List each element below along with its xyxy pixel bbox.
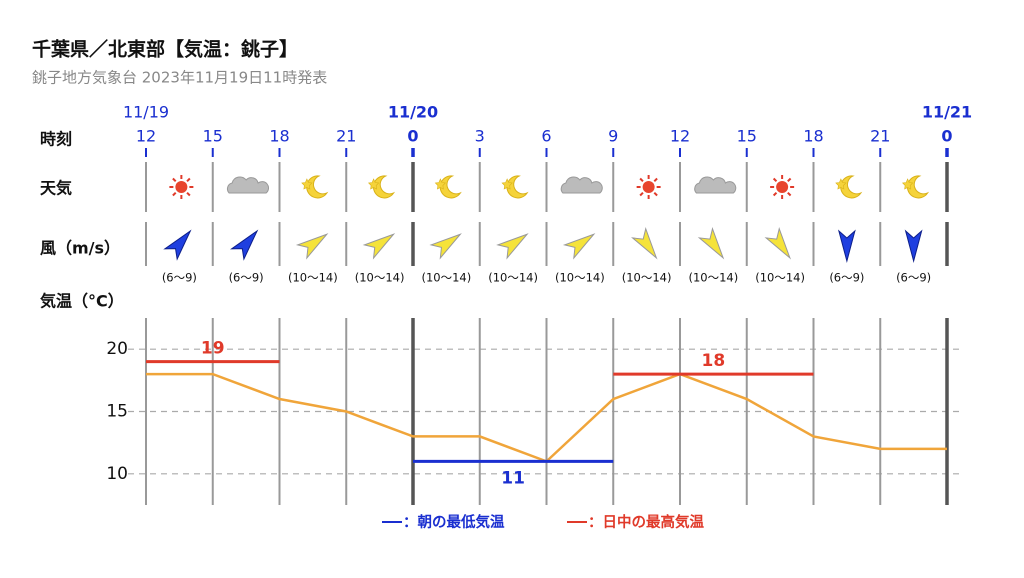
cloud bbox=[694, 176, 737, 194]
time-label: 6 bbox=[541, 127, 551, 146]
row-label: 時刻 bbox=[40, 130, 72, 149]
weather-icon bbox=[501, 175, 529, 199]
date-label: 11/21 bbox=[922, 103, 972, 122]
weather-icon bbox=[636, 175, 661, 199]
moon bbox=[306, 175, 329, 199]
wind-label: (10〜14) bbox=[555, 271, 605, 285]
wind-arrow bbox=[163, 229, 192, 261]
y-tick-label: 15 bbox=[106, 402, 128, 422]
weather-icon bbox=[694, 176, 737, 194]
sun-ray bbox=[653, 177, 658, 183]
sun-ray bbox=[787, 191, 792, 197]
wind-arrow bbox=[562, 233, 596, 260]
chart-subtitle: 銚子地方気象台 2023年11月19日11時発表 bbox=[32, 69, 327, 87]
wind-label: (10〜14) bbox=[689, 271, 739, 285]
sun bbox=[776, 181, 789, 193]
moon bbox=[506, 175, 529, 199]
weather-icon bbox=[301, 175, 329, 199]
weather-icon bbox=[169, 175, 194, 199]
wind-arrow bbox=[429, 233, 462, 260]
time-label: 3 bbox=[475, 127, 485, 146]
time-label: 12 bbox=[136, 127, 156, 146]
sun-ray bbox=[772, 191, 778, 197]
data-label: 18 bbox=[702, 351, 726, 371]
weather-icon bbox=[770, 175, 795, 199]
wind-label: (10〜14) bbox=[422, 271, 472, 285]
wind-label: (10〜14) bbox=[755, 271, 805, 285]
wind-arrow bbox=[837, 229, 856, 263]
cloud bbox=[560, 176, 603, 194]
moon bbox=[906, 175, 930, 199]
date-label: 11/19 bbox=[123, 103, 169, 122]
time-label: 9 bbox=[608, 127, 618, 146]
wind-label: (10〜14) bbox=[488, 271, 538, 285]
weather-icon bbox=[367, 175, 396, 199]
wind-arrow bbox=[496, 233, 529, 260]
moon bbox=[439, 175, 462, 199]
cloud bbox=[227, 176, 270, 194]
sun bbox=[642, 181, 655, 193]
star bbox=[301, 178, 313, 190]
legend-label: ：朝の最低気温 bbox=[403, 513, 505, 531]
wind-arrow bbox=[295, 233, 329, 260]
row-label: 天気 bbox=[40, 179, 72, 198]
sun-ray bbox=[639, 191, 644, 197]
weather-icon bbox=[835, 175, 863, 199]
sun-ray bbox=[186, 191, 191, 197]
sun-ray bbox=[787, 177, 792, 183]
moon bbox=[840, 175, 863, 199]
star bbox=[367, 178, 380, 190]
weather-icon bbox=[434, 175, 462, 199]
sun-ray bbox=[186, 177, 191, 183]
time-label: 0 bbox=[941, 127, 952, 146]
time-label: 15 bbox=[737, 127, 757, 146]
wind-arrow bbox=[631, 227, 658, 260]
star bbox=[835, 178, 847, 190]
wind-label: (10〜14) bbox=[622, 271, 672, 285]
sun-ray bbox=[172, 177, 177, 183]
wind-arrow bbox=[362, 233, 396, 260]
moon bbox=[372, 175, 396, 199]
time-label: 18 bbox=[269, 127, 289, 146]
y-tick-label: 10 bbox=[106, 464, 128, 484]
time-label: 21 bbox=[870, 127, 890, 146]
wind-label: (10〜14) bbox=[288, 271, 338, 285]
y-tick-label: 20 bbox=[106, 339, 128, 359]
weather-icon bbox=[901, 175, 930, 199]
wind-arrow bbox=[230, 229, 259, 261]
star bbox=[501, 178, 513, 190]
weather-icon bbox=[227, 176, 270, 194]
wind-label: (6〜9) bbox=[229, 271, 264, 285]
sun-ray bbox=[639, 177, 644, 183]
data-label: 19 bbox=[201, 339, 225, 359]
wind-label: (10〜14) bbox=[355, 271, 405, 285]
weather-icon bbox=[560, 176, 603, 194]
time-label: 0 bbox=[407, 127, 418, 146]
wind-label: (6〜9) bbox=[896, 271, 931, 285]
wind-label: (6〜9) bbox=[162, 271, 197, 285]
time-label: 21 bbox=[336, 127, 356, 146]
star bbox=[434, 178, 447, 190]
wind-arrow bbox=[764, 227, 791, 260]
wind-arrow bbox=[904, 229, 923, 263]
sun-ray bbox=[772, 177, 778, 183]
row-label: 気温（°C） bbox=[40, 292, 124, 311]
time-label: 12 bbox=[670, 127, 690, 146]
sun-ray bbox=[172, 191, 177, 197]
time-label: 15 bbox=[203, 127, 223, 146]
date-label: 11/20 bbox=[388, 103, 438, 122]
data-label: 11 bbox=[501, 468, 525, 488]
sun-ray bbox=[653, 191, 658, 197]
chart-title: 千葉県／北東部【気温：銚子】 bbox=[32, 38, 298, 61]
star bbox=[901, 178, 914, 190]
sun bbox=[175, 181, 188, 193]
legend-label: ：日中の最高気温 bbox=[588, 513, 704, 531]
wind-label: (6〜9) bbox=[829, 271, 864, 285]
wind-arrow bbox=[697, 227, 725, 260]
row-label: 風（m/s） bbox=[40, 239, 120, 258]
time-label: 18 bbox=[803, 127, 823, 146]
